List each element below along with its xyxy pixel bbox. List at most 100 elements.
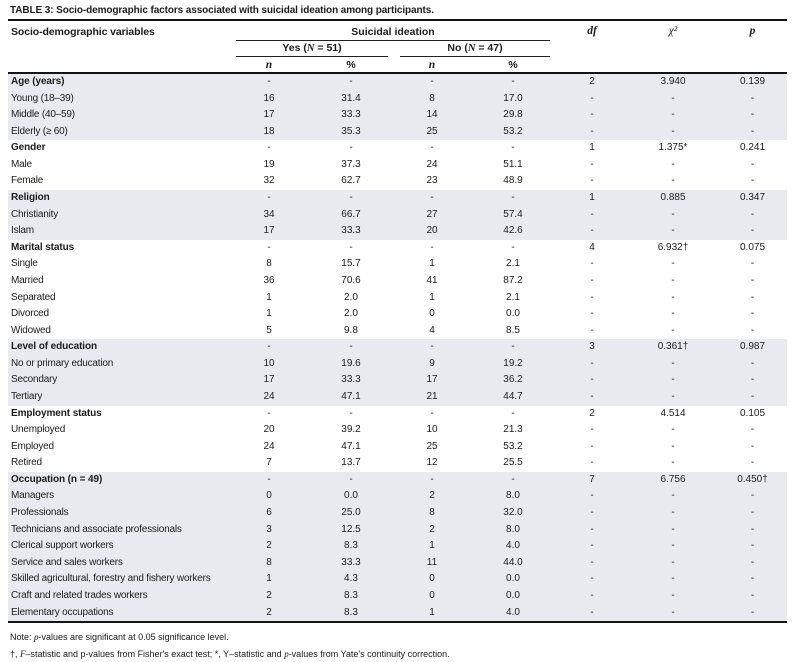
variable-group-row: Gender - - - - 1 1.375* 0.241 xyxy=(8,140,787,157)
row-cell: 24 xyxy=(263,440,275,452)
row-cell: 8 xyxy=(429,92,435,104)
row-cell: - xyxy=(671,540,675,552)
row-cell: 1 xyxy=(429,540,435,552)
row-cell: 36 xyxy=(263,274,275,286)
table-row: Married 36 70.6 41 87.2 - - - xyxy=(8,273,787,290)
row-cell: - xyxy=(590,125,594,137)
row-cell: - xyxy=(671,225,675,237)
table-row: Employed 24 47.1 25 53.2 - - - xyxy=(8,439,787,456)
row-cell: - xyxy=(671,258,675,270)
row-cell: 8.5 xyxy=(506,324,520,336)
row-label: Managers xyxy=(11,490,54,502)
row-cell: 27 xyxy=(426,208,438,220)
row-cell: 70.6 xyxy=(341,274,361,286)
row-label: Marital status xyxy=(11,241,75,253)
row-cell: 32 xyxy=(263,175,275,187)
row-cell: - xyxy=(349,241,353,253)
row-cell: 0 xyxy=(429,573,435,585)
row-cell: - xyxy=(671,390,675,402)
row-cell: - xyxy=(671,573,675,585)
row-label: Christianity xyxy=(11,208,59,220)
row-cell: 33.3 xyxy=(341,556,361,568)
row-label: Married xyxy=(11,274,44,286)
row-cell: 25.0 xyxy=(341,507,361,519)
column-header-p: p xyxy=(749,25,756,37)
row-label: No or primary education xyxy=(11,357,114,369)
row-cell: - xyxy=(671,175,675,187)
row-cell: - xyxy=(671,92,675,104)
row-cell: 0 xyxy=(266,490,272,502)
row-cell: 32.0 xyxy=(503,507,523,519)
row-cell: 9 xyxy=(429,357,435,369)
row-cell: 53.2 xyxy=(503,440,523,452)
table-row: Unemployed 20 39.2 10 21.3 - - - xyxy=(8,422,787,439)
row-cell: 0.885 xyxy=(660,192,686,204)
table-row: Tertiary 24 47.1 21 44.7 - - - xyxy=(8,388,787,406)
row-label: Technicians and associate professionals xyxy=(11,523,182,535)
row-cell: 0 xyxy=(429,308,435,320)
row-cell: - xyxy=(671,457,675,469)
row-cell: 0.0 xyxy=(344,490,358,502)
row-cell: 1 xyxy=(589,142,595,154)
table-row: Secondary 17 33.3 17 36.2 - - - xyxy=(8,372,787,389)
row-label: Retired xyxy=(11,457,42,469)
row-cell: 1 xyxy=(266,573,272,585)
row-cell: - xyxy=(671,440,675,452)
row-cell: - xyxy=(267,76,271,87)
row-cell: - xyxy=(671,606,675,618)
row-label: Secondary xyxy=(11,374,58,386)
row-cell: 8.0 xyxy=(506,523,520,535)
row-cell: 19.6 xyxy=(341,357,361,369)
row-cell: 29.8 xyxy=(503,109,523,121)
row-cell: - xyxy=(511,407,515,419)
row-label: Single xyxy=(11,258,38,270)
row-cell: - xyxy=(430,407,434,419)
row-cell: 0.139 xyxy=(739,76,766,87)
row-cell: - xyxy=(750,424,755,436)
row-cell: - xyxy=(750,357,755,369)
row-label: Middle (40–59) xyxy=(11,109,75,121)
row-cell: 25.5 xyxy=(503,457,523,469)
row-cell: - xyxy=(750,606,755,618)
row-cell: - xyxy=(750,507,755,519)
row-label: Craft and related trades workers xyxy=(11,589,148,601)
row-cell: 0 xyxy=(429,589,435,601)
row-cell: 0.105 xyxy=(739,407,766,419)
row-cell: 1 xyxy=(429,291,435,303)
footnote-significance: Note: p-values are significant at 0.05 s… xyxy=(10,632,229,643)
column-header-no: No (N = 47) xyxy=(394,41,556,57)
row-cell: 8 xyxy=(266,258,272,270)
row-label: Level of education xyxy=(11,341,97,353)
row-cell: - xyxy=(511,473,515,485)
row-cell: 2.1 xyxy=(506,291,520,303)
row-cell: - xyxy=(750,374,755,386)
row-cell: - xyxy=(430,192,434,204)
row-cell: 35.3 xyxy=(341,125,361,137)
row-label: Employed xyxy=(11,440,54,452)
row-cell: - xyxy=(750,308,755,320)
row-cell: - xyxy=(750,125,755,137)
table-row: Widowed 5 9.8 4 8.5 - - - xyxy=(8,323,787,340)
row-cell: 0.075 xyxy=(739,241,766,253)
row-cell: - xyxy=(671,523,675,535)
row-cell: - xyxy=(750,523,755,535)
row-cell: 18 xyxy=(263,125,275,137)
row-label: Employment status xyxy=(11,407,102,419)
row-label: Service and sales workers xyxy=(11,556,123,568)
variable-group-row: Marital status - - - - 4 6.932† 0.075 xyxy=(8,240,787,257)
row-cell: - xyxy=(750,225,755,237)
row-cell: - xyxy=(511,241,515,253)
variable-group-row: Religion - - - - 1 0.885 0.347 xyxy=(8,190,787,207)
row-cell: 1 xyxy=(266,291,272,303)
table-row: Managers 0 0.0 2 8.0 - - - xyxy=(8,488,787,506)
row-cell: 39.2 xyxy=(341,424,361,436)
row-label: Clerical support workers xyxy=(11,540,114,552)
row-cell: - xyxy=(349,76,353,87)
row-cell: 3.940 xyxy=(660,76,686,87)
row-cell: 25 xyxy=(426,125,438,137)
variable-group-row: Employment status - - - - 2 4.514 0.105 xyxy=(8,406,787,423)
row-cell: 0.361† xyxy=(657,341,689,353)
row-cell: - xyxy=(267,192,271,204)
row-cell: - xyxy=(430,76,434,87)
row-cell: 25 xyxy=(426,440,438,452)
